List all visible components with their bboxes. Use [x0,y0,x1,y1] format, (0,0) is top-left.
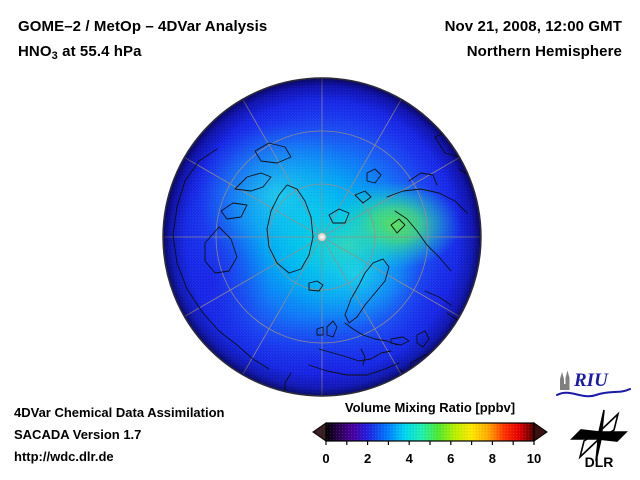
colorbar-dither [326,423,534,441]
dlr-mark-icon [570,409,628,462]
header-right: Nov 21, 2008, 12:00 GMT Northern Hemisph… [322,14,622,64]
colorbar-title: Volume Mixing Ratio [ppbv] [344,400,516,415]
colorbar-tick-label: 10 [526,451,542,466]
riu-wordmark: RIU [573,370,609,391]
colorbar-extend-high [533,422,548,442]
colorbar: Volume Mixing Ratio [ppbv] 0 2 4 6 8 10 [312,400,548,469]
website-url: http://wdc.dlr.de [14,449,114,464]
species-level-title: HNO3 at 55.4 hPa [18,39,398,69]
north-pole-marker [317,232,327,242]
colorbar-extend-low [312,422,327,442]
colorbar-tick-label: 6 [447,451,455,466]
timestamp-label: Nov 21, 2008, 12:00 GMT [444,18,622,35]
project-label: 4DVar Chemical Data Assimilation [14,405,225,420]
header-left: GOME–2 / MetOp – 4DVar Analysis HNO3 at … [18,14,398,69]
riu-swoosh [556,388,631,398]
coastline-africa-east [430,376,452,394]
colorbar-graphic [312,422,548,445]
dlr-wordmark: DLR [585,454,614,470]
pressure-level: at 55.4 hPa [57,43,142,60]
colorbar-tick-label: 0 [322,451,330,466]
instrument-title: GOME–2 / MetOp – 4DVar Analysis [18,18,268,35]
riu-cathedral-icon [560,370,570,390]
globe-disc [163,78,481,396]
species-subscript: 3 [51,50,58,62]
colorbar-ticks [325,441,535,445]
globe-outline [162,77,482,397]
riu-logo: RIU [556,370,631,398]
globe-map [159,77,485,399]
colorbar-tick-label: 2 [363,451,372,466]
hemisphere-label: Northern Hemisphere [466,43,622,60]
dlr-logo: DLR [570,409,628,470]
colorbar-tick-label: 4 [405,451,413,466]
species-name: HNO [18,43,52,60]
version-label: SACADA Version 1.7 [14,427,142,442]
footer-left: 4DVar Chemical Data Assimilation SACADA … [14,402,314,468]
colorbar-tick-labels: 0 2 4 6 8 10 [312,451,548,469]
colorbar-tick-label: 8 [488,451,497,466]
